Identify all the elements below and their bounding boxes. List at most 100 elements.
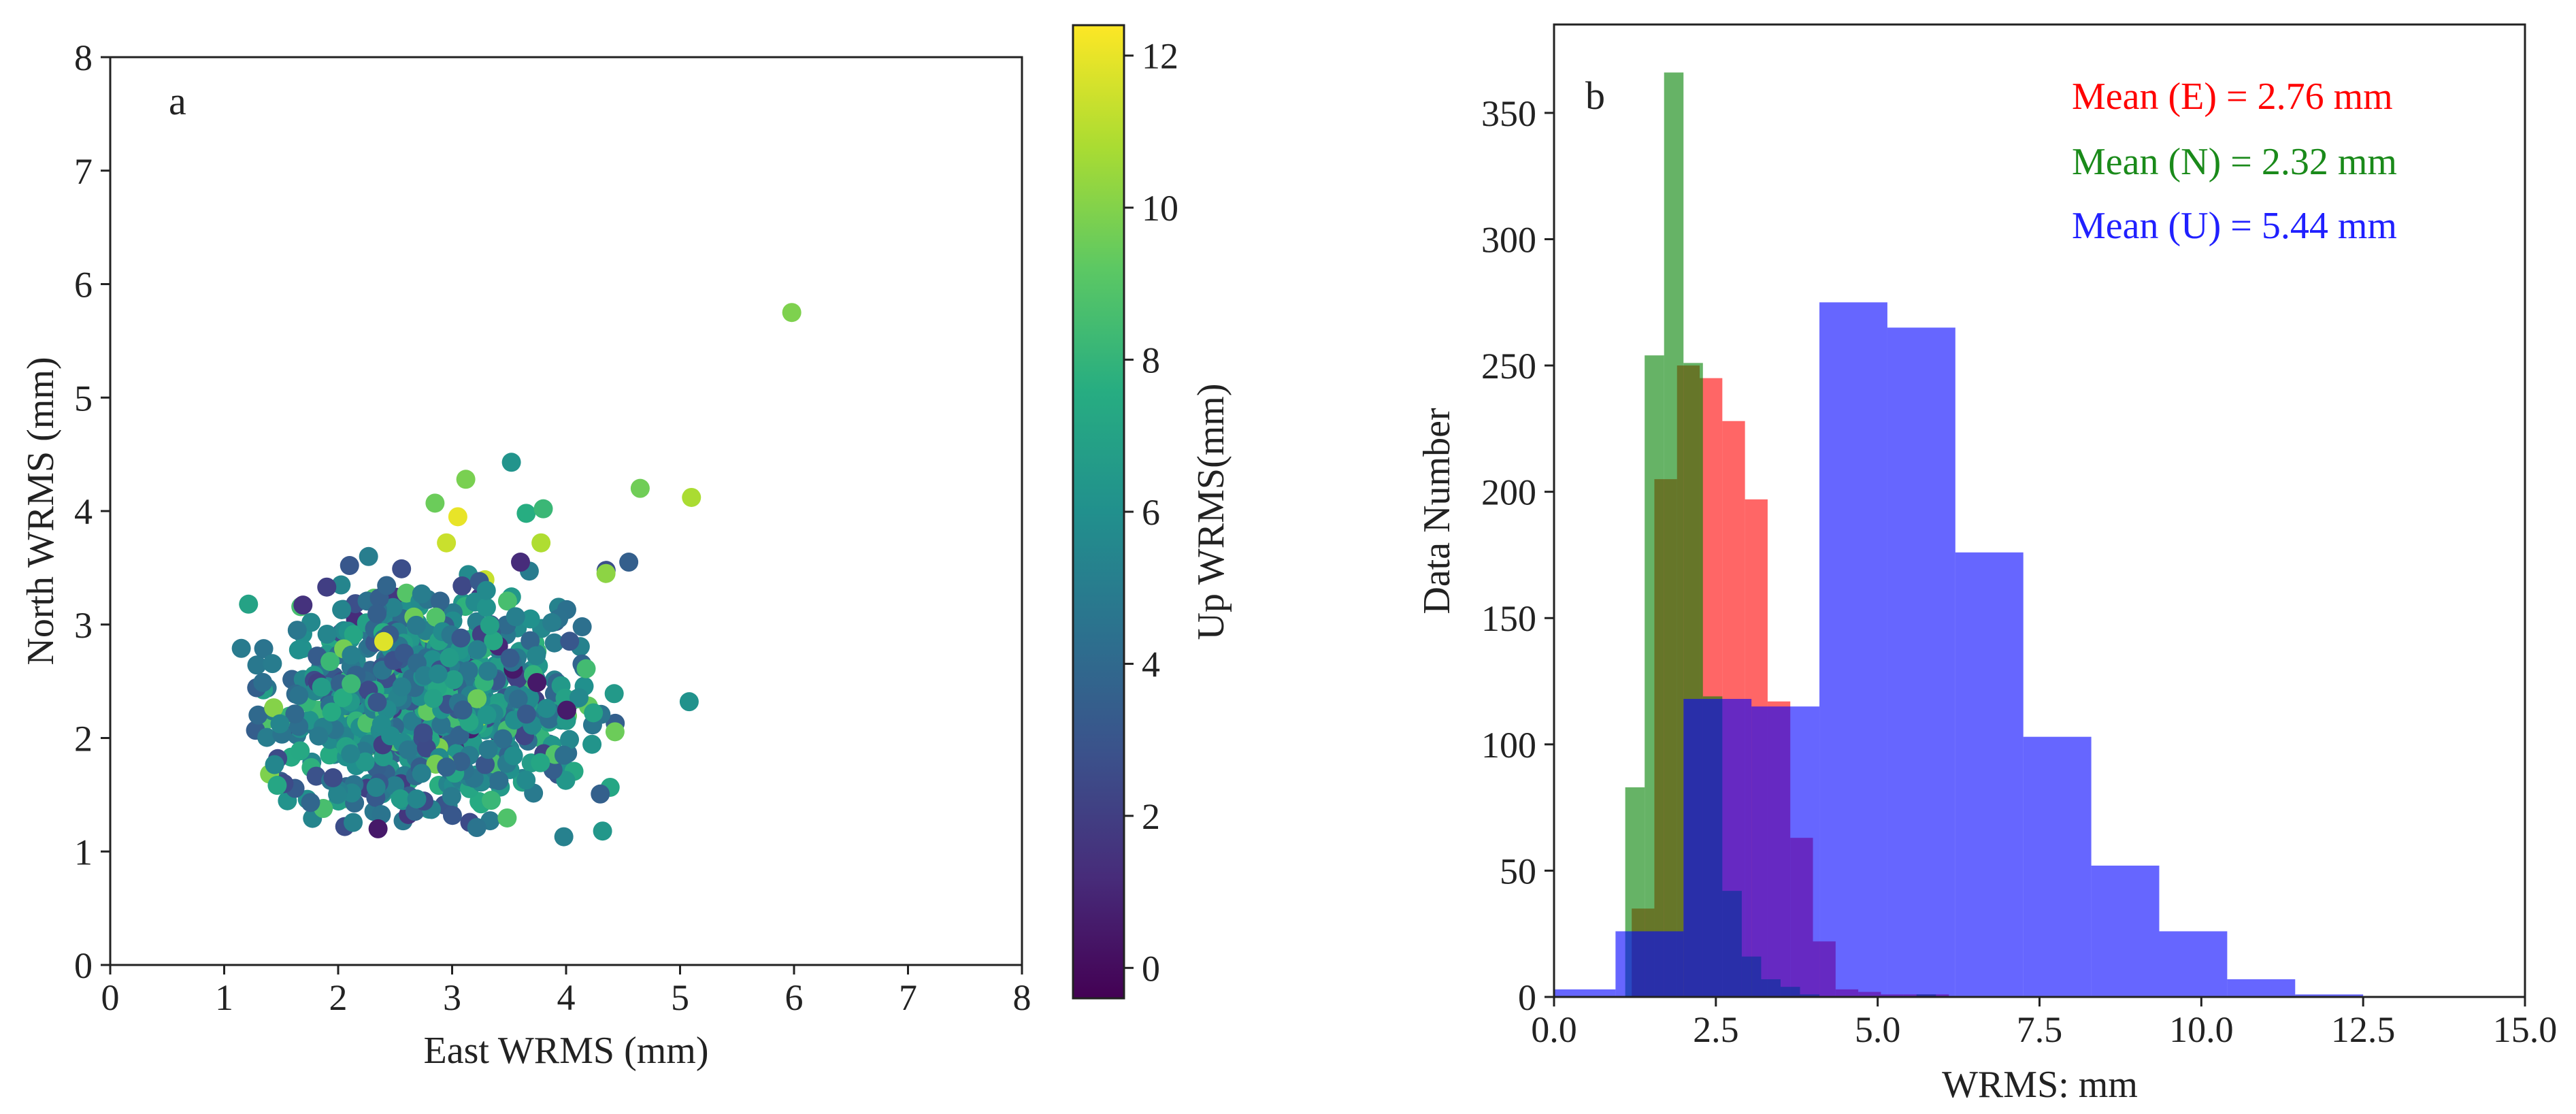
scatter-point xyxy=(453,700,473,720)
scatter-y-tick-label: 2 xyxy=(74,719,93,759)
scatter-point xyxy=(291,741,310,761)
legend-mean-e: Mean (E) = 2.76 mm xyxy=(2072,76,2393,118)
scatter-x-tick-label: 0 xyxy=(101,977,120,1018)
scatter-point xyxy=(557,700,576,720)
scatter-point xyxy=(554,745,574,765)
scatter-point xyxy=(231,638,251,658)
legend-mean-n: Mean (N) = 2.32 mm xyxy=(2072,141,2397,183)
scatter-point xyxy=(527,672,547,692)
histogram-x-tick-label: 5.0 xyxy=(1855,1009,1901,1050)
scatter-point xyxy=(478,740,498,759)
scatter-point xyxy=(371,804,391,824)
scatter-point xyxy=(331,575,351,595)
scatter-point xyxy=(521,609,540,629)
scatter-point xyxy=(531,533,551,553)
scatter-point xyxy=(493,729,513,749)
histogram-y-tick-label: 100 xyxy=(1481,725,1536,766)
scatter-point xyxy=(412,584,431,604)
histogram-bar-n xyxy=(1664,72,1684,997)
scatter-point xyxy=(605,722,625,742)
scatter-point xyxy=(480,615,499,635)
scatter-point xyxy=(322,702,342,722)
scatter-point xyxy=(467,640,487,659)
scatter-point xyxy=(374,632,393,651)
colorbar-gradient xyxy=(1072,24,1125,1000)
scatter-point xyxy=(264,698,284,718)
scatter-point xyxy=(428,664,448,684)
scatter-point xyxy=(265,755,284,774)
scatter-point xyxy=(476,597,496,617)
colorbar-label: Up WRMS(mm) xyxy=(1190,384,1232,640)
scatter-point xyxy=(619,553,639,572)
scatter-point xyxy=(533,499,553,519)
scatter-point xyxy=(497,591,517,611)
scatter-point xyxy=(542,612,561,632)
scatter-point xyxy=(293,595,313,615)
scatter-point xyxy=(430,591,450,611)
scatter-point xyxy=(332,600,352,619)
scatter-point xyxy=(569,688,589,708)
histogram-x-ticks: 0.0 2.5 5.0 7.5 10.0 12.5 15.0 xyxy=(1531,997,2557,1050)
scatter-point xyxy=(437,757,457,777)
scatter-point xyxy=(582,734,602,754)
scatter-points xyxy=(231,303,802,847)
histogram-y-tick-label: 0 xyxy=(1518,977,1536,1018)
histogram-x-tick-label: 7.5 xyxy=(2017,1009,2063,1050)
scatter-point xyxy=(431,715,451,735)
scatter-point xyxy=(253,672,273,692)
scatter-point xyxy=(342,645,361,665)
scatter-y-ticks: 0 1 2 3 4 5 6 7 8 xyxy=(74,37,110,986)
scatter-y-tick-label: 6 xyxy=(74,265,93,306)
scatter-y-tick-label: 3 xyxy=(74,605,93,646)
scatter-point xyxy=(516,770,536,790)
scatter-point xyxy=(412,764,431,783)
scatter-point xyxy=(500,649,520,668)
histogram-y-axis-label: Data Number xyxy=(1416,408,1458,615)
scatter-point xyxy=(444,670,463,689)
histogram-bar-u xyxy=(2023,736,2092,997)
scatter-point xyxy=(340,556,359,576)
scatter-point xyxy=(521,631,540,651)
scatter-point xyxy=(516,504,536,523)
scatter-point xyxy=(306,766,326,786)
histogram-bar-u xyxy=(2295,994,2364,997)
scatter-point xyxy=(489,771,509,791)
scatter-point xyxy=(312,677,331,697)
scatter-point xyxy=(584,703,604,723)
histogram-bar-u xyxy=(1554,989,1616,997)
scatter-point xyxy=(425,493,445,513)
scatter-point xyxy=(456,470,476,489)
scatter-point xyxy=(406,615,426,635)
scatter-point xyxy=(477,705,497,725)
scatter-point xyxy=(342,674,361,693)
scatter-point xyxy=(782,303,802,323)
scatter-point xyxy=(391,789,410,808)
scatter-point xyxy=(437,533,457,553)
scatter-point xyxy=(482,791,501,810)
scatter-point xyxy=(355,752,375,772)
scatter-x-tick-label: 6 xyxy=(785,977,804,1018)
scatter-point xyxy=(527,646,546,666)
scatter-x-tick-label: 1 xyxy=(215,977,233,1018)
scatter-point xyxy=(516,704,536,724)
histogram-y-tick-label: 150 xyxy=(1481,598,1536,639)
scatter-point xyxy=(317,577,337,597)
scatter-point xyxy=(476,755,495,774)
scatter-point xyxy=(440,648,459,668)
histogram-y-ticks: 0 50 100 150 200 250 300 350 xyxy=(1481,93,1554,1018)
scatter-point xyxy=(367,604,387,623)
legend-mean-u: Mean (U) = 5.44 mm xyxy=(2072,205,2397,247)
histogram-x-tick-label: 2.5 xyxy=(1693,1009,1739,1050)
scatter-point xyxy=(591,784,610,804)
histogram-y-tick-label: 200 xyxy=(1481,472,1536,513)
scatter-panel-label: a xyxy=(169,79,186,123)
histogram-panel-label: b xyxy=(1585,73,1605,118)
scatter-y-tick-label: 1 xyxy=(74,832,93,872)
scatter-x-tick-label: 5 xyxy=(671,977,689,1018)
scatter-point xyxy=(452,576,472,596)
scatter-point xyxy=(270,714,290,734)
scatter-point xyxy=(531,753,550,772)
scatter-point xyxy=(285,704,305,724)
scatter-point xyxy=(383,597,403,617)
scatter-point xyxy=(301,793,320,813)
